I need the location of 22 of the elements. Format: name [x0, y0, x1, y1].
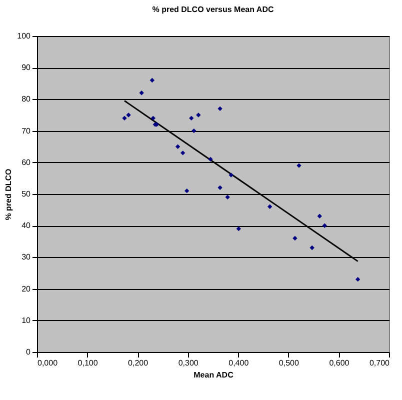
- y-tick-label: 40: [22, 221, 32, 230]
- y-tick-label: 50: [22, 190, 32, 198]
- y-tick-label: 90: [22, 63, 32, 72]
- x-tick-label: 0,200: [128, 358, 149, 368]
- x-tick-label: 0,100: [78, 358, 98, 368]
- chart-title: % pred DLCO versus Mean ADC: [152, 5, 274, 14]
- y-tick-label: 100: [17, 32, 32, 40]
- y-tick-label: 70: [22, 126, 32, 136]
- x-tick-label: 0,600: [329, 358, 350, 368]
- x-tick-label: 0,000: [38, 358, 58, 368]
- x-axis-title: Mean ADC: [194, 370, 234, 380]
- y-tick-label: 30: [22, 252, 32, 262]
- y-tick-label: 80: [22, 94, 32, 104]
- y-tick-label: 0: [26, 348, 32, 356]
- y-axis-title: % pred DLCO: [4, 168, 14, 220]
- x-tick-label: 0,500: [278, 358, 300, 368]
- y-tick-label: 10: [22, 316, 32, 325]
- y-tick-label: 60: [22, 158, 32, 167]
- y-tick-label: 20: [22, 284, 32, 294]
- x-tick-label: 0,700: [369, 358, 390, 368]
- x-tick-label: 0,300: [178, 358, 199, 368]
- x-tick-label: 0,400: [228, 358, 250, 368]
